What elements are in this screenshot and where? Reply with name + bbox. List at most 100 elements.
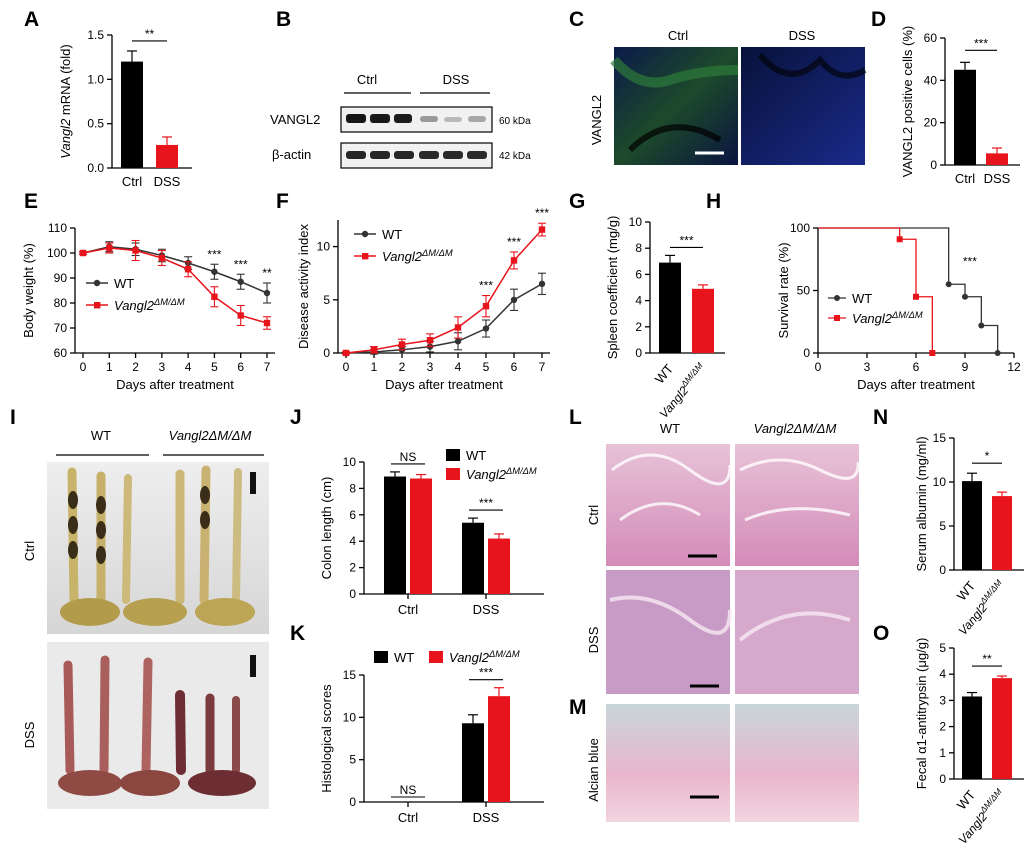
blot-band: [444, 117, 462, 122]
chart-j-legend-swatch: [446, 449, 460, 461]
chart-f-significance: ***: [535, 206, 549, 220]
chart-h-point: [929, 350, 936, 356]
blot-band: [370, 114, 390, 123]
he-col-wt: WT: [660, 421, 680, 436]
chart-h-x-tick-label: 9: [962, 360, 969, 374]
chart-j-y-tick-label: 6: [349, 508, 356, 522]
chart-j-significance: ***: [479, 496, 493, 510]
chart-f-x-tick-label: 5: [483, 360, 490, 374]
chart-h-y-tick-label: 100: [790, 221, 810, 235]
blot-band: [394, 151, 414, 159]
if-lumen: [757, 52, 867, 79]
if-col-dss: DSS: [789, 28, 816, 43]
cecum: [58, 770, 122, 796]
chart-n-y-tick-label: 10: [933, 475, 947, 489]
chart-f-point: [342, 349, 350, 357]
chart-k-y-tick-label: 15: [343, 668, 357, 682]
chart-a-x-label: DSS: [154, 174, 181, 189]
chart-f-x-tick-label: 3: [427, 360, 434, 374]
chart-h-point: [945, 281, 952, 288]
chart-j-bar: [488, 538, 510, 594]
chart-d-y-tick-label: 0: [930, 158, 937, 172]
chart-h-point: [962, 293, 968, 300]
chart-a-y-tick-label: 1.5: [87, 28, 104, 42]
chart-f-point: [454, 338, 462, 345]
chart-e-legend-marker: [94, 302, 101, 309]
if-lumen: [627, 124, 722, 153]
panel-letter-m: M: [569, 696, 587, 719]
chart-f-x-tick-label: 0: [343, 360, 350, 374]
chart-e-y-tick-label: 110: [48, 221, 67, 235]
panel-letter-i: I: [10, 406, 16, 429]
fecal-pellet: [68, 491, 78, 509]
photo-col-wt: WT: [91, 428, 111, 443]
chart-e-y-tick-label: 100: [47, 246, 67, 260]
chart-e-x-tick-label: 4: [185, 360, 192, 374]
immunofluorescence-panel: Ctrl DSS VANGL2: [589, 28, 867, 165]
chart-k-y-tick-label: 10: [343, 710, 357, 724]
panel-letter-h: H: [706, 190, 721, 213]
photo-row-dss: DSS: [22, 721, 37, 748]
panel-letter-f: F: [276, 190, 289, 213]
chart-f-x-tick-label: 1: [371, 360, 378, 374]
blot-size-42: 42 kDa: [499, 151, 531, 162]
chart-d-y-tick-label: 20: [924, 116, 938, 130]
chart-g-y-tick-label: 10: [629, 215, 643, 229]
chart-g-y-tick-label: 2: [635, 320, 642, 334]
if-col-ctrl: Ctrl: [668, 28, 688, 43]
chart-e-y-tick-label: 60: [54, 346, 68, 360]
chart-e-x-label: Days after treatment: [116, 377, 234, 392]
chart-h-significance: ***: [963, 255, 977, 269]
chart-e-point: [237, 312, 244, 319]
chart-e-legend-label: Vangl2ΔM/ΔM: [114, 297, 185, 313]
chart-h-x-tick-label: 0: [815, 360, 822, 374]
chart-f-legend-label: WT: [382, 227, 402, 242]
fecal-pellet: [200, 486, 210, 504]
chart-h-x-tick-label: 6: [913, 360, 920, 374]
chart-e-x-tick-label: 0: [80, 360, 87, 374]
chart-d-y-label: VANGL2 positive cells (%): [900, 26, 915, 177]
chart-k-legend-swatch: [374, 651, 388, 663]
panel-letter-o: O: [873, 622, 889, 645]
blot-strip-actin: [340, 142, 493, 169]
chart-n-bar: [992, 496, 1012, 570]
chart-d-bar: [986, 153, 1008, 165]
chart-e-y-tick-label: 90: [54, 271, 68, 285]
blot-band: [468, 116, 486, 122]
blot-row-vangl2: VANGL2: [270, 112, 320, 127]
chart-o-bar: [992, 678, 1012, 779]
chart-k-bar: [462, 723, 484, 802]
blot-size-60: 60 kDa: [499, 116, 531, 127]
chart-g-x-label: WT: [652, 361, 677, 386]
he-col-ko: Vangl2ΔM/ΔM: [754, 421, 837, 436]
blot-band: [346, 151, 366, 159]
chart-k-y-tick-label: 5: [349, 753, 356, 767]
chart-g-bar: [692, 288, 714, 353]
chart-g-y-tick-label: 8: [635, 241, 642, 255]
chart-h-legend-label: WT: [852, 291, 872, 306]
chart-k-legend-label: WT: [394, 650, 414, 665]
fecal-pellet: [200, 511, 210, 529]
chart-h-y-tick-label: 0: [803, 346, 810, 360]
chart-f-x-tick-label: 6: [511, 360, 518, 374]
western-blot: Ctrl DSS VANGL2 β-actin 60 kDa 42 kDa: [270, 72, 531, 169]
he-row-ctrl: Ctrl: [586, 505, 601, 525]
photo-scale-bar: [250, 472, 256, 494]
chart-j-bar: [384, 476, 406, 594]
chart-o-bar: [962, 696, 982, 779]
chart-h-series-line: [818, 227, 933, 353]
chart-a-y-label: Vangl2 mRNA (fold): [58, 44, 73, 158]
chart-e-point: [211, 293, 218, 300]
chart-e-x-tick-label: 5: [211, 360, 218, 374]
chart-h-point: [994, 350, 1001, 356]
chart-h-point: [913, 293, 919, 300]
chart-j-significance: NS: [400, 450, 417, 464]
chart-d-significance: ***: [974, 36, 988, 50]
chart-f-point: [538, 280, 546, 288]
chart-j-y-label: Colon length (cm): [319, 477, 334, 580]
chart-e-y-label: Body weight (%): [21, 243, 36, 338]
chart-f-y-tick-label: 0: [323, 346, 330, 360]
chart-j-legend-label: WT: [466, 448, 486, 463]
fecal-pellet: [96, 496, 106, 514]
